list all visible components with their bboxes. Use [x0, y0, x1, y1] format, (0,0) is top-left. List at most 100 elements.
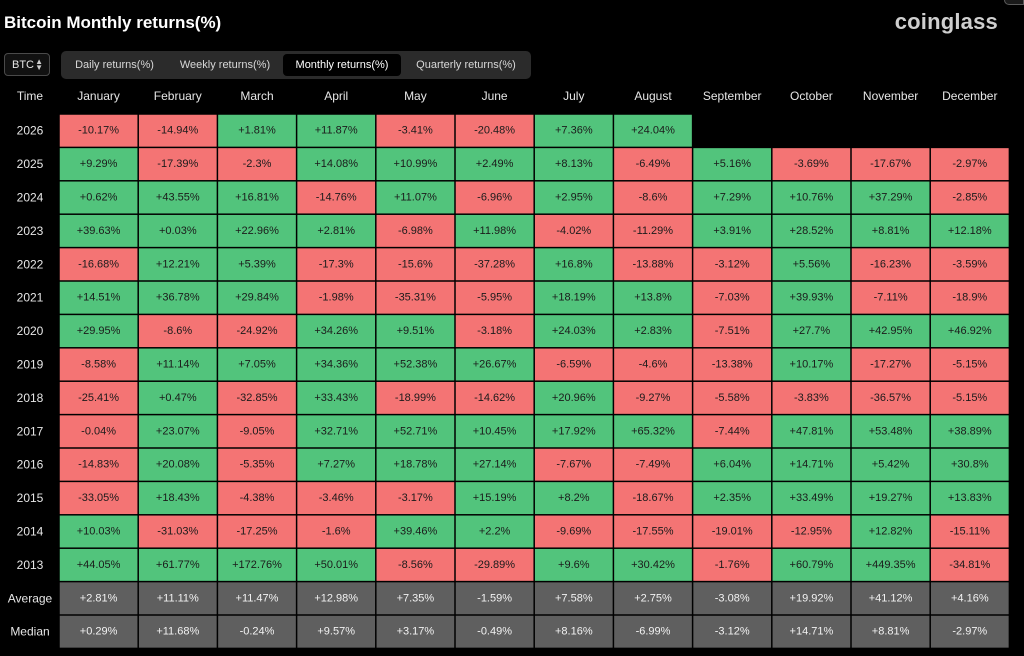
- return-cell: [534, 181, 613, 214]
- return-cell: [297, 448, 376, 481]
- return-cell: [218, 348, 296, 381]
- return-cell-label: +5.42%: [872, 459, 910, 471]
- summary-cell-label: -3.08%: [715, 592, 750, 604]
- return-cell: [693, 515, 772, 548]
- summary-cell: [930, 615, 1009, 648]
- return-cell: [455, 482, 534, 515]
- return-cell: [930, 348, 1009, 381]
- month-header-label: August: [634, 89, 672, 103]
- return-cell-label: -3.18%: [477, 325, 512, 337]
- summary-cell: [59, 615, 138, 648]
- return-cell: [376, 482, 455, 515]
- return-cell-label: +3.91%: [713, 225, 751, 237]
- summary-cell-label: +7.35%: [397, 592, 435, 604]
- return-cell: [693, 381, 772, 414]
- return-cell-label: +5.16%: [713, 158, 751, 170]
- return-cell-label: -5.35%: [240, 459, 275, 471]
- return-cell-label: -17.39%: [157, 158, 198, 170]
- return-cell-label: -5.15%: [952, 392, 987, 404]
- return-cell-label: +11.14%: [156, 359, 199, 371]
- return-cell: [59, 448, 138, 481]
- return-cell-label: -8.56%: [398, 559, 433, 571]
- summary-cell: [614, 615, 692, 648]
- summary-cell: [534, 582, 613, 615]
- return-cell: [851, 448, 930, 481]
- return-cell: [297, 515, 376, 548]
- tab-daily-returns[interactable]: Daily returns(%): [75, 59, 154, 71]
- return-cell-label: +20.08%: [156, 459, 200, 471]
- summary-cell-label: +8.81%: [872, 626, 910, 638]
- return-cell: [138, 248, 217, 281]
- month-header-label: February: [154, 89, 202, 103]
- summary-cell: [693, 615, 772, 648]
- month-header-label: October: [790, 89, 833, 103]
- coin-select[interactable]: BTC ▲ ▼: [4, 53, 50, 76]
- return-cell: [614, 248, 692, 281]
- return-cell-label: -7.44%: [715, 425, 750, 437]
- return-cell-label: +10.03%: [77, 526, 121, 538]
- return-cell: [930, 448, 1009, 481]
- coin-select-value: BTC: [12, 58, 34, 71]
- return-cell-label: +27.14%: [473, 459, 517, 471]
- return-cell: [218, 415, 296, 448]
- return-cell-label: +18.78%: [394, 459, 438, 471]
- return-cell-label: +29.95%: [77, 325, 121, 337]
- return-cell-label: +65.32%: [631, 425, 675, 437]
- return-cell-label: +10.76%: [790, 192, 834, 204]
- return-cell-label: -6.49%: [636, 158, 671, 170]
- return-cell-label: +30.42%: [631, 559, 675, 571]
- summary-cell-label: +2.75%: [634, 592, 672, 604]
- return-cell-label: +11.87%: [315, 125, 358, 137]
- return-cell: [851, 248, 930, 281]
- return-cell-label: -8.6%: [163, 325, 192, 337]
- return-cell: [851, 148, 930, 181]
- return-cell: [772, 181, 851, 214]
- year-row-label: 2020: [17, 324, 44, 338]
- return-cell-label: -1.76%: [715, 559, 750, 571]
- tab-quarterly-returns[interactable]: Quarterly returns(%): [416, 59, 516, 71]
- return-cell: [218, 482, 296, 515]
- return-cell: [693, 248, 772, 281]
- tab-monthly-returns[interactable]: Monthly returns(%): [283, 54, 401, 76]
- summary-cell: [614, 582, 692, 615]
- return-cell-label: +2.95%: [555, 192, 593, 204]
- return-cell-label: -3.41%: [398, 125, 433, 137]
- return-cell-label: +50.01%: [314, 559, 358, 571]
- month-header-label: April: [324, 89, 348, 103]
- month-header-label: November: [863, 89, 918, 103]
- return-cell-label: +39.93%: [790, 292, 834, 304]
- return-cell-label: +11.98%: [473, 225, 516, 237]
- summary-cell-label: +3.17%: [397, 626, 435, 638]
- return-cell: [138, 114, 217, 147]
- return-cell-label: +23.07%: [156, 425, 200, 437]
- summary-cell: [218, 582, 296, 615]
- return-cell-label: +9.6%: [558, 559, 590, 571]
- return-cell-label: -7.67%: [556, 459, 591, 471]
- return-cell-label: +19.27%: [869, 492, 913, 504]
- return-cell-label: +7.36%: [555, 125, 593, 137]
- return-cell-label: -16.68%: [78, 258, 119, 270]
- return-cell-label: -13.38%: [712, 359, 753, 371]
- return-cell-label: -4.02%: [556, 225, 591, 237]
- return-cell: [138, 315, 217, 348]
- return-cell-label: +42.95%: [869, 325, 913, 337]
- return-cell: [930, 482, 1009, 515]
- tab-weekly-returns[interactable]: Weekly returns(%): [179, 59, 271, 71]
- return-cell-label: +6.04%: [713, 459, 751, 471]
- return-cell: [534, 114, 613, 147]
- summary-cell-label: +9.57%: [317, 626, 355, 638]
- summary-cell-label: +12.98%: [314, 592, 358, 604]
- return-cell: [614, 148, 692, 181]
- page-title: Bitcoin Monthly returns(%): [4, 13, 222, 32]
- return-cell-label: +34.36%: [314, 359, 358, 371]
- return-cell: [851, 548, 930, 581]
- return-cell-label: +1.81%: [238, 125, 276, 137]
- return-cell-label: +26.67%: [473, 359, 517, 371]
- return-cell-label: -7.11%: [874, 292, 908, 304]
- return-cell-label: +14.08%: [314, 158, 358, 170]
- return-cell-label: -5.58%: [715, 392, 750, 404]
- return-cell: [930, 148, 1009, 181]
- return-cell-label: -17.27%: [870, 359, 911, 371]
- return-cell: [534, 515, 613, 548]
